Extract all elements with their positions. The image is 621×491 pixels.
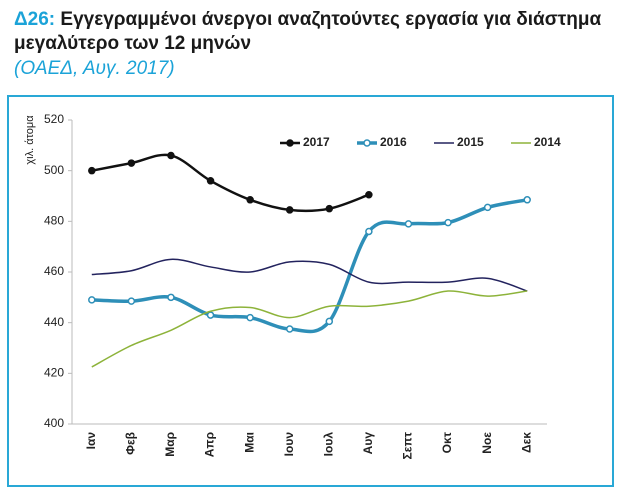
title-label: Δ26: <box>14 9 56 30</box>
chart-subtitle: (ΟΑΕΔ, Αυγ. 2017) <box>14 58 175 79</box>
legend-label: 2017 <box>303 135 330 149</box>
chart-frame <box>7 95 614 487</box>
data-point <box>246 313 254 322</box>
data-point <box>365 190 373 199</box>
data-point <box>523 196 531 204</box>
title-text: Εγγεγραμμένοι άνεργοι αναζητούντες εργασ… <box>14 9 602 54</box>
data-point <box>167 293 175 302</box>
x-tick-label: Φεβ <box>124 432 138 455</box>
data-point <box>325 204 334 213</box>
data-point <box>404 220 413 228</box>
y-axis-label: χιλ. άτομα <box>24 115 36 165</box>
x-tick-label: Νοε <box>480 432 494 454</box>
data-point <box>127 159 136 167</box>
data-point <box>88 166 96 175</box>
data-point <box>483 203 492 212</box>
data-point <box>206 177 215 185</box>
data-point <box>365 227 373 236</box>
data-point <box>167 151 175 160</box>
data-point <box>325 317 334 326</box>
y-tick-label: 480 <box>44 214 64 228</box>
series-line <box>91 290 528 368</box>
y-tick-label: 460 <box>44 264 64 278</box>
data-point <box>127 297 136 305</box>
x-tick-label: Αυγ <box>361 432 375 455</box>
data-point <box>285 325 294 333</box>
x-tick-label: Δεκ <box>519 432 533 453</box>
legend-label: 2016 <box>380 135 407 149</box>
legend-label: 2014 <box>534 135 561 149</box>
legend-marker <box>286 139 294 147</box>
x-tick-label: Οκτ <box>440 431 454 453</box>
legend-marker <box>363 139 371 147</box>
y-tick-label: 400 <box>44 416 64 430</box>
x-tick-label: Μαρ <box>163 432 177 457</box>
x-tick-label: Ιουλ <box>321 432 335 457</box>
x-tick-label: Ιουν <box>282 432 296 457</box>
x-tick-label: Σεπτ <box>401 431 415 459</box>
data-point <box>444 218 452 227</box>
y-tick-label: 520 <box>44 112 64 126</box>
chart-title: Δ26: Εγγεγραμμένοι άνεργοι αναζητούντες … <box>14 8 614 56</box>
data-point <box>206 311 215 319</box>
data-point <box>246 196 254 204</box>
header: Δ26: Εγγεγραμμένοι άνεργοι αναζητούντες … <box>14 8 614 82</box>
x-tick-label: Απρ <box>203 432 217 457</box>
y-tick-label: 500 <box>44 163 64 177</box>
y-tick-label: 440 <box>44 315 64 329</box>
legend-label: 2015 <box>457 135 484 149</box>
series-line <box>91 258 528 292</box>
data-point <box>285 206 294 214</box>
data-point <box>88 296 96 304</box>
x-tick-label: Μαι <box>242 432 256 453</box>
y-tick-label: 420 <box>44 366 64 380</box>
x-tick-label: Ιαν <box>84 432 98 450</box>
